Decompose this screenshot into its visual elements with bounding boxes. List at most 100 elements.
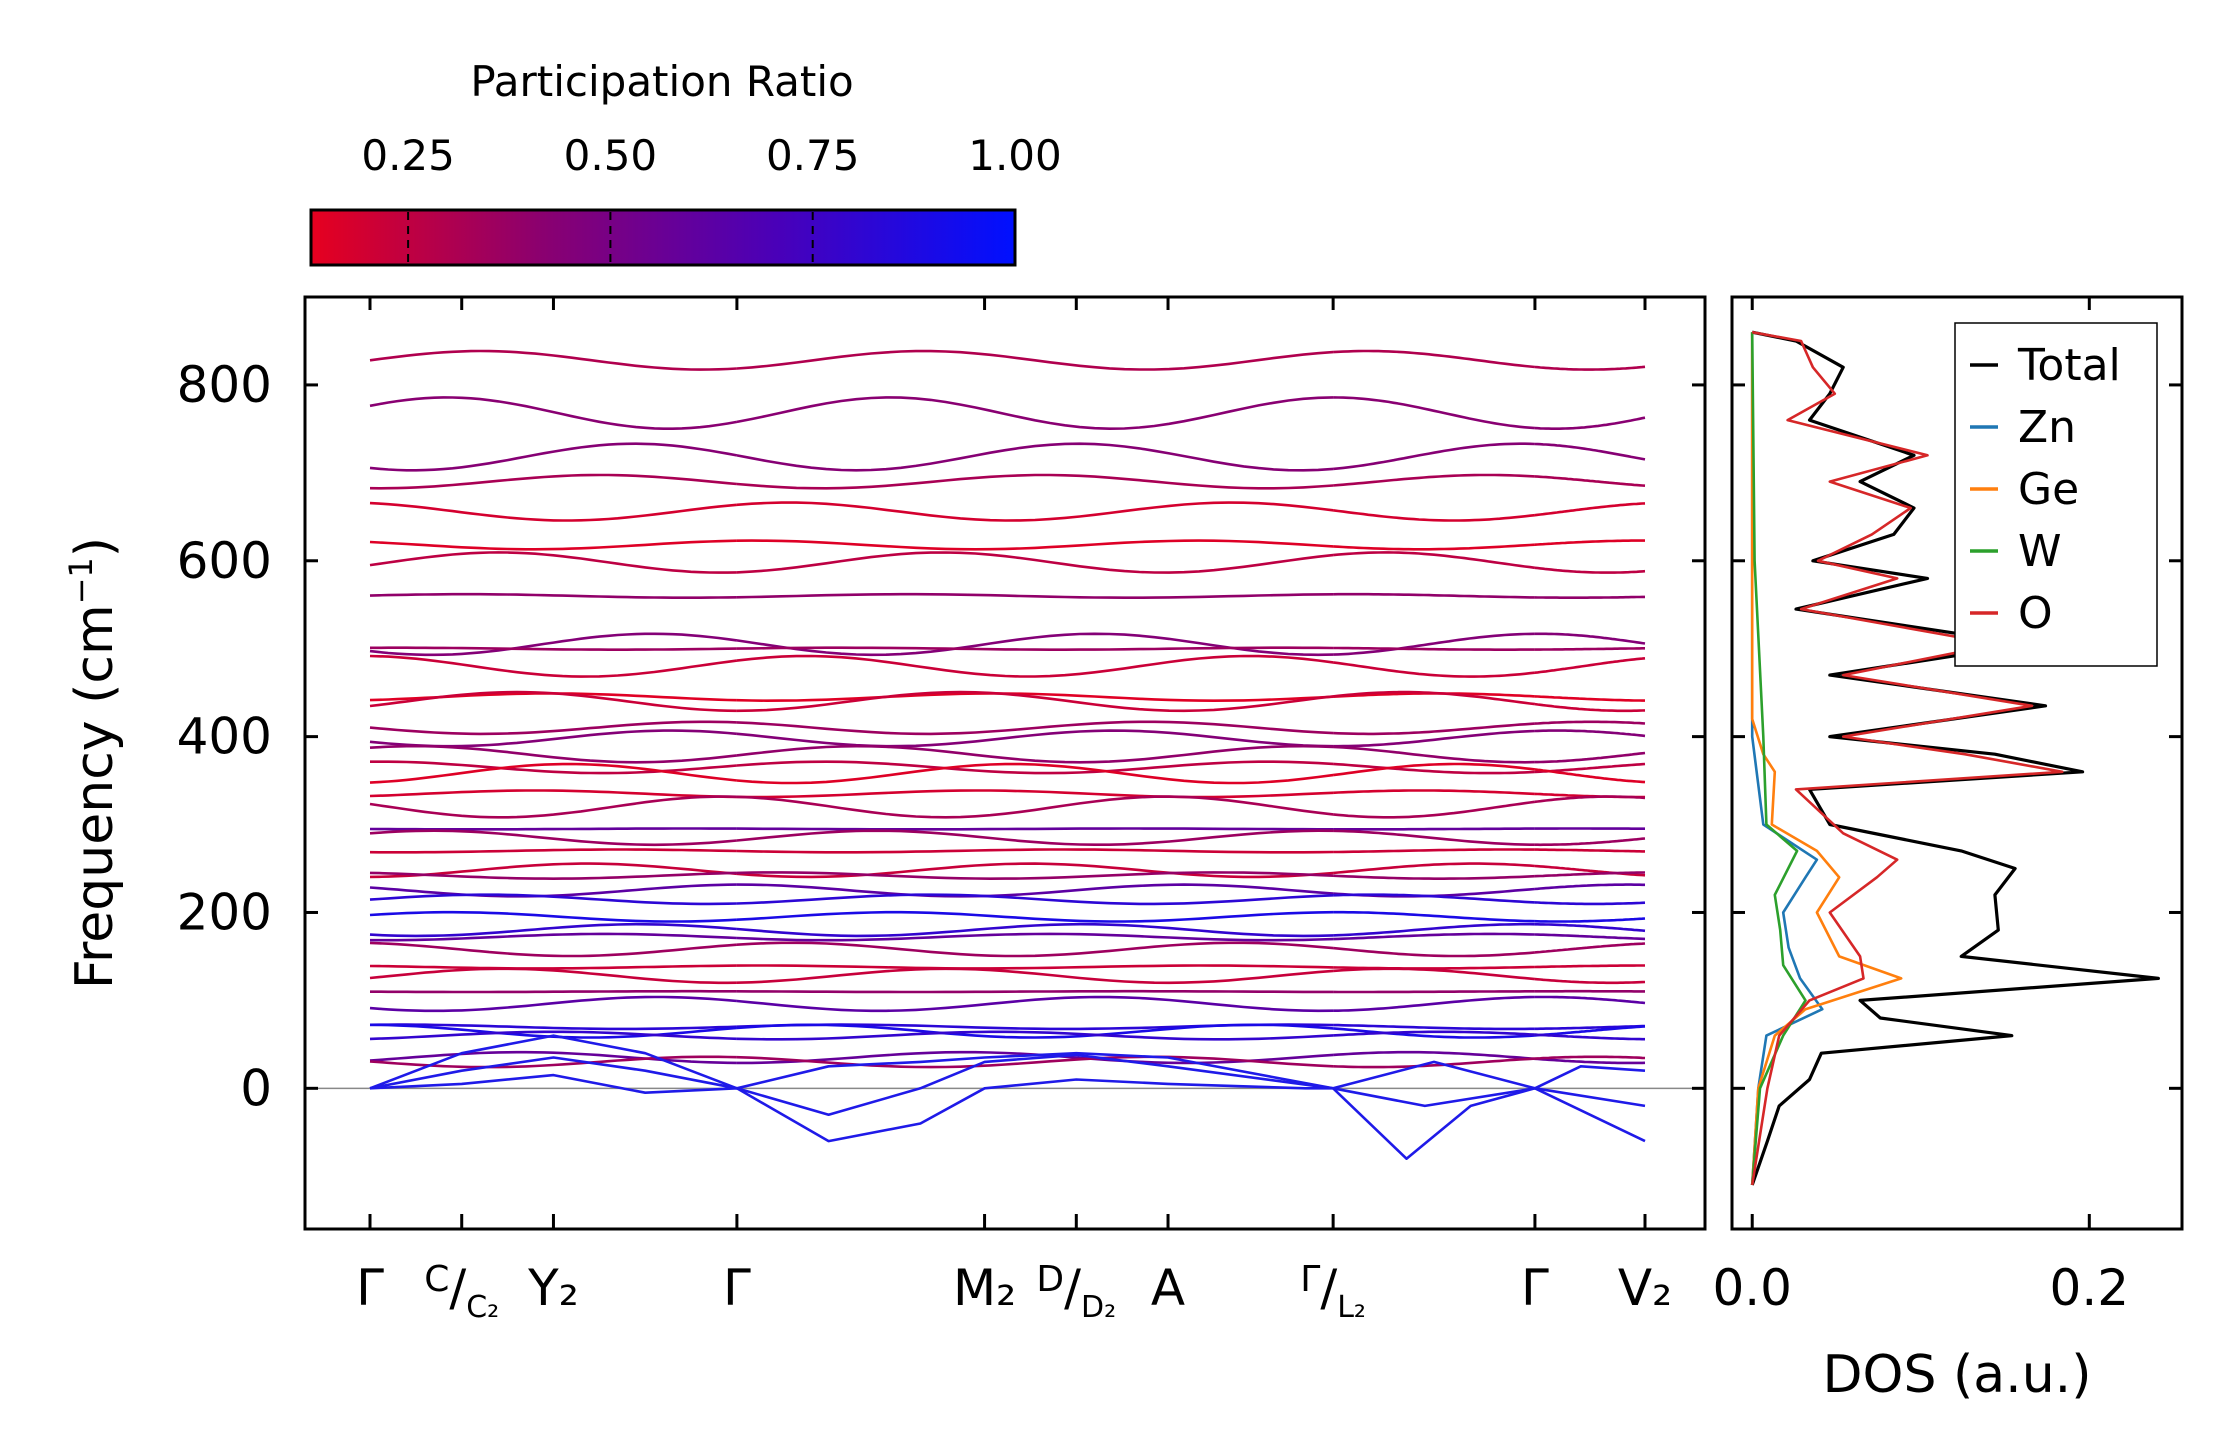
band-line <box>736 729 1334 748</box>
band-line <box>736 690 1334 713</box>
band-line <box>736 760 1334 775</box>
band-line <box>1534 942 1646 954</box>
band-line <box>736 922 1334 938</box>
band-line <box>1332 509 1536 522</box>
dos-total-line <box>1750 330 2160 1186</box>
y-tick-label: 0 <box>240 1059 272 1117</box>
band-line <box>1333 396 1536 430</box>
band-line <box>1534 964 1645 969</box>
dos-x-tick-label: 0.2 <box>2050 1259 2130 1317</box>
band-line <box>370 646 737 651</box>
band-line <box>1333 632 1535 656</box>
band-line <box>1333 1050 1536 1061</box>
band-line <box>736 995 1334 1013</box>
q-tick-label: Γ <box>723 1259 751 1317</box>
band-line <box>1333 789 1535 796</box>
legend-label-total: Total <box>2017 340 2121 391</box>
band-line <box>369 690 737 713</box>
band-line <box>1534 768 1646 784</box>
band-line <box>1534 1033 1645 1041</box>
band-line <box>369 762 738 784</box>
band-line <box>736 932 1334 942</box>
band-line <box>736 1023 1334 1039</box>
band-line <box>736 827 1334 831</box>
band-line <box>736 646 1334 651</box>
band-line <box>1333 646 1535 651</box>
legend-label-zn: Zn <box>2018 402 2076 453</box>
band-line <box>1534 1057 1646 1065</box>
band-line <box>1534 595 1645 599</box>
band-line <box>1332 1027 1536 1039</box>
q-tick-label: Γ/L₂ <box>1300 1259 1366 1325</box>
band-line <box>736 1030 1334 1041</box>
band-line <box>736 592 1334 599</box>
dos-w-line <box>1750 332 1807 1186</box>
band-line <box>1534 365 1646 371</box>
q-tick-label: D/D₂ <box>1036 1259 1116 1325</box>
band-line <box>736 910 1334 923</box>
band-line <box>736 862 1334 879</box>
band-line <box>369 964 737 970</box>
band-line <box>369 501 738 522</box>
band-line <box>369 883 737 898</box>
band-line <box>1534 502 1646 517</box>
band-line <box>369 827 737 831</box>
band-line <box>736 1055 1334 1069</box>
band-line <box>1333 910 1535 923</box>
dos-zn-line <box>1750 332 1824 1186</box>
q-tick-label: C/C₂ <box>424 1259 499 1325</box>
band-line <box>1534 901 1646 906</box>
band-line <box>1534 751 1646 764</box>
band-line <box>1534 1025 1646 1037</box>
band-line <box>1333 874 1535 880</box>
band-line <box>736 848 1334 854</box>
band-line <box>1332 762 1536 777</box>
acoustic-1-line <box>369 1073 1646 1160</box>
band-line <box>369 442 738 472</box>
band-line <box>370 932 737 942</box>
q-tick-label: M₂ <box>953 1259 1016 1317</box>
band-line <box>736 871 1334 881</box>
band-line <box>736 893 1334 906</box>
dos-o-line <box>1750 330 2064 1186</box>
band-line <box>1534 702 1646 713</box>
band-line <box>369 349 737 371</box>
band-line <box>369 473 738 490</box>
band-line <box>1332 690 1536 706</box>
band-line <box>1333 893 1535 904</box>
band-line <box>1332 551 1536 570</box>
band-line <box>1332 473 1535 487</box>
band-line <box>369 539 737 551</box>
band-line <box>1333 922 1535 937</box>
band-line <box>369 551 737 574</box>
band-line <box>1332 946 1536 958</box>
dos-lines <box>1750 330 2160 1186</box>
x-axis-label-dos: DOS (a.u.) <box>1823 1345 2092 1405</box>
band-line <box>1534 416 1646 430</box>
band-line <box>736 396 1334 431</box>
band-line <box>369 871 737 881</box>
band-line <box>1534 917 1646 923</box>
band-plot-frame <box>303 295 1707 1231</box>
band-line <box>736 501 1334 522</box>
band-line <box>736 989 1334 994</box>
band-line <box>1333 1030 1535 1037</box>
band-line <box>736 789 1334 799</box>
band-line <box>369 1050 737 1065</box>
band-line <box>736 883 1334 898</box>
band-line <box>736 829 1334 846</box>
band-line <box>1332 661 1536 678</box>
colorbar-title: Participation Ratio <box>470 57 853 106</box>
legend-label-ge: Ge <box>2018 464 2079 515</box>
band-line <box>370 760 738 775</box>
band-line <box>369 632 738 657</box>
legend-label-w: W <box>2018 526 2062 577</box>
band-line <box>369 893 737 906</box>
band-line <box>736 762 1334 785</box>
band-line <box>1333 1023 1535 1031</box>
colorbar-tick-label: 0.75 <box>766 131 860 180</box>
band-line <box>1333 1057 1535 1069</box>
dos-axes: 0.0 0.2 <box>1712 297 2182 1317</box>
q-tick-label: V₂ <box>1618 1259 1672 1317</box>
